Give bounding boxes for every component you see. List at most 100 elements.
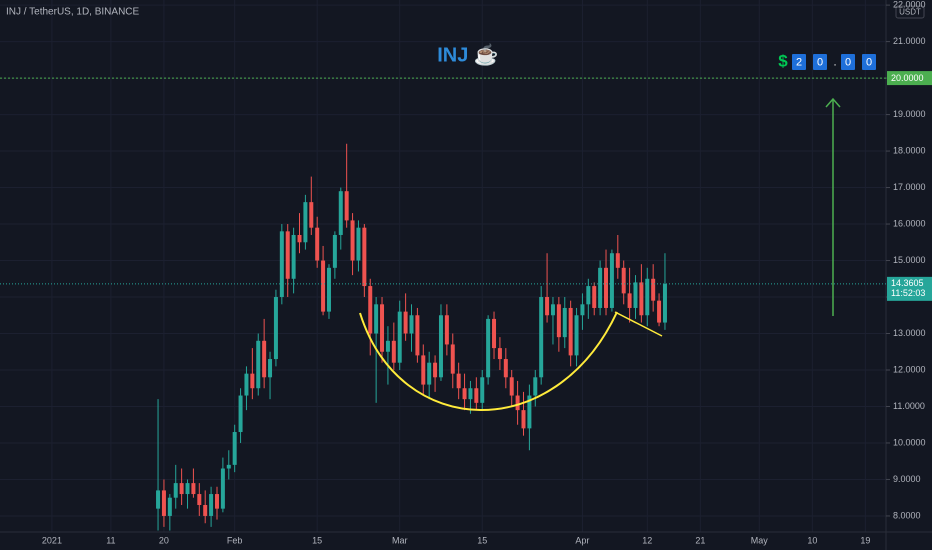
target-symbol: $ [778,51,788,70]
candle-body [409,315,414,334]
target-price-box [887,71,932,86]
candle-body [250,373,255,389]
candle-body [315,227,320,261]
candle-body [291,234,296,279]
candle-body [427,362,432,385]
candle-body [173,483,178,498]
y-tick-label: 8.0000 [893,510,921,520]
candle-body [456,373,461,389]
candle-body [444,315,449,345]
y-tick-label: 21.0000 [893,36,926,46]
candle-body [344,191,349,221]
y-tick-label: 9.0000 [893,474,921,484]
candle-body [403,311,408,334]
candle-body [380,304,385,352]
candle-body [161,490,166,516]
candle-body [574,315,579,356]
grid [0,0,886,532]
unit-box [895,5,925,19]
candle-body [639,282,644,316]
symbol-header: INJ / TetherUS, 1D, BINANCE [6,7,140,18]
candle-body [509,377,514,396]
candles [156,143,667,531]
candle-body [238,395,243,433]
candle-body [214,494,219,509]
x-tick-label: 21 [695,535,705,545]
candle-body [285,231,290,279]
candle-body [397,311,402,363]
candle-body [433,362,438,378]
candle-body [556,304,561,338]
x-tick-label: 11 [106,535,115,545]
digit-box [813,54,827,70]
candle-body [462,388,467,400]
candle-body [303,202,308,243]
candle-body [421,355,426,385]
candle-body [521,410,526,429]
candle-body [468,388,473,400]
y-tick-label: 17.0000 [893,182,926,192]
y-tick-label: 11.0000 [893,401,925,411]
candle-body [356,227,361,261]
y-tick-label: 16.0000 [893,218,926,228]
y-unit: USDT [899,8,921,17]
y-tick-label: 18.0000 [893,145,926,155]
x-tick-label: Feb [227,535,243,545]
candle-body [226,464,231,469]
candle-body [309,202,314,228]
candle-body [374,304,379,334]
candle-body [580,304,585,316]
candle-body [621,267,626,294]
candle-body [197,494,202,505]
candle-body [167,497,172,516]
candle-body [332,234,337,268]
x-tick-label: 20 [159,535,169,545]
candle-body [179,483,184,495]
candle-body [368,286,373,334]
candle-body [627,293,632,308]
candle-body [185,483,190,495]
y-tick-label: 19.0000 [893,109,926,119]
y-tick-label: 22.0000 [893,0,926,9]
candle-body [350,220,355,261]
y-tick-label: 15.0000 [893,255,926,265]
candle-body [391,340,396,363]
candle-body [362,227,367,287]
target-digit: . [833,56,836,68]
candle-body [645,278,650,316]
target-digit: 2 [796,56,802,68]
x-tick-label: Mar [392,535,408,545]
x-tick-label: 19 [860,535,870,545]
candle-body [539,297,544,378]
last-price-label: 14.3605 [891,278,924,288]
target-digit: 0 [866,56,872,68]
last-price-box [887,276,932,301]
y-tick-label: 12.0000 [893,364,926,374]
candle-body [279,231,284,298]
candle-body [209,494,214,516]
candle-body [515,395,520,411]
candle-body [568,307,573,356]
x-tick-label: 15 [312,535,322,545]
candle-body [256,340,261,389]
candle-body [615,253,620,268]
candle-body [203,504,208,516]
candle-body [492,318,497,349]
candle-body [220,468,225,509]
target-digit: 0 [817,56,823,68]
digit-box [841,54,855,70]
digit-box [792,54,806,70]
cup-curve [359,311,618,411]
candle-body [651,278,656,301]
candle-body [244,373,249,396]
candle-body [533,377,538,396]
candle-body [268,359,273,378]
x-tick-label: May [751,535,769,545]
candle-body [486,318,491,378]
target-digit: 0 [845,56,851,68]
candle-body [497,348,502,360]
